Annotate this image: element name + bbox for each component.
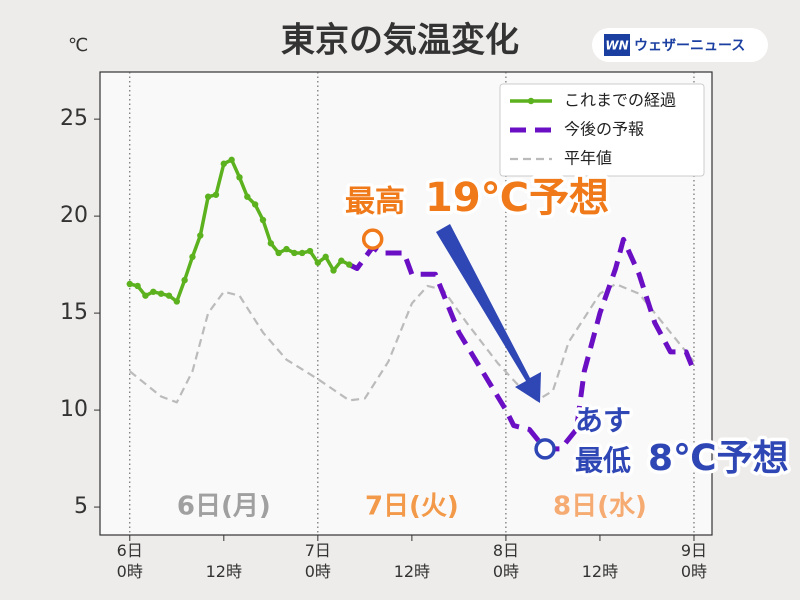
point — [220, 160, 228, 167]
point — [330, 267, 337, 274]
y-tick-label: 5 — [74, 494, 88, 519]
point — [306, 247, 314, 255]
point — [244, 193, 251, 200]
day-label: 7日(火) — [365, 492, 459, 522]
point — [212, 191, 220, 198]
point — [126, 280, 133, 288]
point — [267, 240, 275, 247]
day-label: 8日(水) — [553, 492, 647, 522]
series-line — [348, 236, 697, 452]
x-tick-label: 12時 — [206, 562, 242, 581]
layer: 5 10 15 20 25 6日 0時 12時 7日 0時 12時 8日 0時 12時 9日 0時 6日(月) 7… — [60, 72, 707, 581]
y-tick-label: 25 — [60, 106, 88, 131]
point — [189, 253, 196, 261]
point — [314, 259, 322, 266]
low-label: 最低 — [575, 444, 631, 477]
high-label: 最高 — [345, 185, 405, 220]
arrow — [436, 224, 541, 403]
point — [165, 292, 173, 299]
logo-text: ウェザーニュース — [634, 38, 745, 54]
legend-label: これまでの経過 — [564, 91, 676, 110]
point — [150, 288, 157, 295]
x-tick-label: 7日 0時 — [305, 541, 331, 581]
legend-label: 平年値 — [564, 149, 612, 168]
point — [204, 193, 212, 200]
y-tick-label: 15 — [60, 300, 88, 325]
high-value-label: 19℃予想 — [425, 175, 609, 221]
point — [251, 201, 259, 208]
series-line — [129, 282, 695, 404]
legend-box — [499, 83, 705, 177]
high-marker — [361, 228, 384, 250]
point — [134, 282, 141, 290]
point — [228, 156, 235, 164]
point — [283, 245, 290, 253]
y-tick-label: 10 — [60, 397, 88, 422]
x-tick-label: 12時 — [394, 562, 430, 581]
point — [345, 261, 353, 268]
point — [298, 249, 306, 257]
point — [275, 249, 282, 257]
legend-dot — [527, 97, 535, 105]
x-tick-label: 9日 0時 — [681, 541, 707, 581]
logo-box — [604, 34, 630, 56]
y-unit: ℃ — [68, 35, 88, 56]
point — [157, 290, 165, 297]
point — [259, 216, 267, 224]
low-day-label: あす — [575, 404, 631, 437]
x-tick-label: 6日 0時 — [117, 541, 143, 581]
x-tick-label: 12時 — [582, 562, 618, 581]
point — [322, 253, 329, 261]
day-label: 6日(月) — [177, 492, 271, 522]
x-tick-label: 8日 0時 — [493, 541, 519, 581]
point — [142, 292, 149, 299]
legend-label: 今後の予報 — [564, 120, 644, 139]
point — [338, 257, 345, 264]
y-tick-label: 20 — [60, 203, 88, 228]
point — [197, 232, 204, 239]
low-marker — [534, 438, 556, 460]
point — [173, 298, 180, 305]
point — [181, 276, 188, 284]
point — [291, 249, 298, 257]
chart-title: 東京の気温変化 — [281, 21, 519, 61]
low-value-label: 8℃予想 — [648, 438, 789, 479]
point — [236, 174, 243, 181]
logo-pill — [592, 28, 768, 62]
logo-mark: WN — [605, 39, 628, 53]
